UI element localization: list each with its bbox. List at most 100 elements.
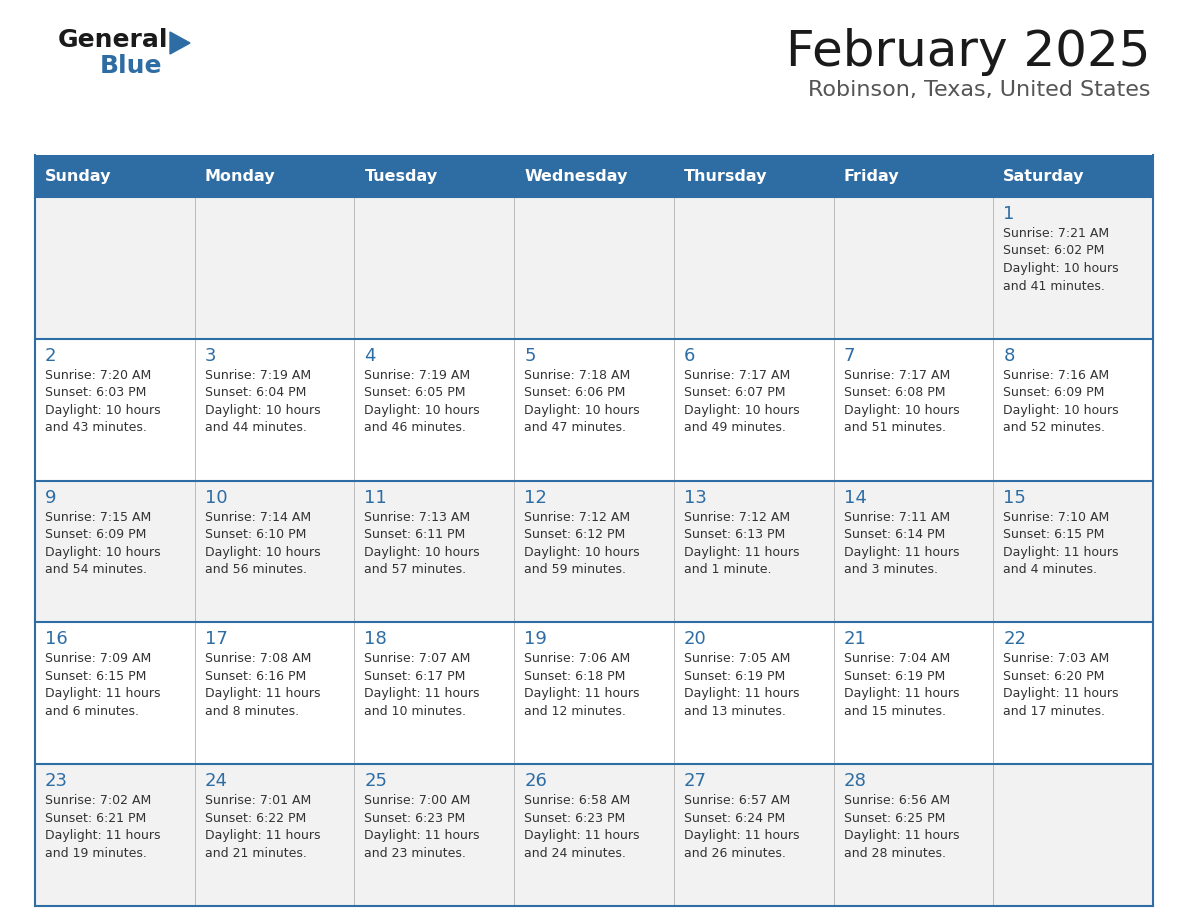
Text: Sunrise: 6:58 AM: Sunrise: 6:58 AM	[524, 794, 631, 807]
Text: 17: 17	[204, 631, 228, 648]
Text: 20: 20	[684, 631, 707, 648]
Text: 7: 7	[843, 347, 855, 364]
Text: Blue: Blue	[100, 54, 163, 78]
Text: Sunrise: 7:03 AM: Sunrise: 7:03 AM	[1004, 653, 1110, 666]
Text: and 46 minutes.: and 46 minutes.	[365, 421, 467, 434]
Text: General: General	[58, 28, 169, 52]
Text: 23: 23	[45, 772, 68, 790]
Text: Daylight: 11 hours: Daylight: 11 hours	[45, 829, 160, 842]
Text: 3: 3	[204, 347, 216, 364]
Bar	[674, 155, 834, 197]
Text: Sunrise: 7:13 AM: Sunrise: 7:13 AM	[365, 510, 470, 523]
Text: 26: 26	[524, 772, 546, 790]
Text: 15: 15	[1004, 488, 1026, 507]
Text: 5: 5	[524, 347, 536, 364]
Text: Daylight: 11 hours: Daylight: 11 hours	[843, 688, 959, 700]
Text: Daylight: 10 hours: Daylight: 10 hours	[1004, 404, 1119, 417]
Text: and 54 minutes.: and 54 minutes.	[45, 563, 147, 577]
Text: 1: 1	[1004, 205, 1015, 223]
Text: Sunrise: 7:04 AM: Sunrise: 7:04 AM	[843, 653, 950, 666]
Text: and 15 minutes.: and 15 minutes.	[843, 705, 946, 718]
Text: and 51 minutes.: and 51 minutes.	[843, 421, 946, 434]
Text: Sunrise: 6:57 AM: Sunrise: 6:57 AM	[684, 794, 790, 807]
Text: 2: 2	[45, 347, 57, 364]
Text: Sunset: 6:20 PM: Sunset: 6:20 PM	[1004, 670, 1105, 683]
Bar	[34, 622, 1154, 764]
Text: Daylight: 10 hours: Daylight: 10 hours	[204, 545, 321, 558]
Text: and 59 minutes.: and 59 minutes.	[524, 563, 626, 577]
Text: Sunset: 6:06 PM: Sunset: 6:06 PM	[524, 386, 626, 399]
Text: Sunrise: 7:18 AM: Sunrise: 7:18 AM	[524, 369, 631, 382]
Text: Sunset: 6:22 PM: Sunset: 6:22 PM	[204, 812, 307, 824]
Text: Sunset: 6:03 PM: Sunset: 6:03 PM	[45, 386, 146, 399]
Text: Sunset: 6:07 PM: Sunset: 6:07 PM	[684, 386, 785, 399]
Text: and 10 minutes.: and 10 minutes.	[365, 705, 467, 718]
Text: Sunrise: 7:10 AM: Sunrise: 7:10 AM	[1004, 510, 1110, 523]
Text: Sunset: 6:14 PM: Sunset: 6:14 PM	[843, 528, 944, 541]
Text: February 2025: February 2025	[785, 28, 1150, 76]
Text: Sunset: 6:02 PM: Sunset: 6:02 PM	[1004, 244, 1105, 258]
Text: and 56 minutes.: and 56 minutes.	[204, 563, 307, 577]
Text: Daylight: 11 hours: Daylight: 11 hours	[204, 688, 321, 700]
Text: and 26 minutes.: and 26 minutes.	[684, 846, 785, 859]
Text: Robinson, Texas, United States: Robinson, Texas, United States	[808, 80, 1150, 100]
Text: Wednesday: Wednesday	[524, 170, 627, 185]
Text: Sunrise: 6:56 AM: Sunrise: 6:56 AM	[843, 794, 949, 807]
Text: Daylight: 11 hours: Daylight: 11 hours	[365, 688, 480, 700]
Text: and 6 minutes.: and 6 minutes.	[45, 705, 139, 718]
Text: and 57 minutes.: and 57 minutes.	[365, 563, 467, 577]
Text: Sunset: 6:05 PM: Sunset: 6:05 PM	[365, 386, 466, 399]
Text: Daylight: 10 hours: Daylight: 10 hours	[45, 404, 160, 417]
Text: Sunset: 6:24 PM: Sunset: 6:24 PM	[684, 812, 785, 824]
Text: Monday: Monday	[204, 170, 276, 185]
Text: and 43 minutes.: and 43 minutes.	[45, 421, 147, 434]
Text: and 24 minutes.: and 24 minutes.	[524, 846, 626, 859]
Text: Sunrise: 7:09 AM: Sunrise: 7:09 AM	[45, 653, 151, 666]
Text: Daylight: 10 hours: Daylight: 10 hours	[365, 545, 480, 558]
Text: 24: 24	[204, 772, 228, 790]
Text: and 12 minutes.: and 12 minutes.	[524, 705, 626, 718]
Text: and 41 minutes.: and 41 minutes.	[1004, 279, 1105, 293]
Text: 8: 8	[1004, 347, 1015, 364]
Text: Sunrise: 7:12 AM: Sunrise: 7:12 AM	[524, 510, 631, 523]
Text: and 8 minutes.: and 8 minutes.	[204, 705, 299, 718]
Bar	[354, 155, 514, 197]
Text: and 4 minutes.: and 4 minutes.	[1004, 563, 1098, 577]
Text: 19: 19	[524, 631, 546, 648]
Text: Sunrise: 7:08 AM: Sunrise: 7:08 AM	[204, 653, 311, 666]
Text: Daylight: 11 hours: Daylight: 11 hours	[684, 829, 800, 842]
Text: 4: 4	[365, 347, 375, 364]
Text: 22: 22	[1004, 631, 1026, 648]
Text: Sunrise: 7:14 AM: Sunrise: 7:14 AM	[204, 510, 311, 523]
Polygon shape	[170, 32, 190, 54]
Text: Daylight: 10 hours: Daylight: 10 hours	[1004, 262, 1119, 275]
Text: and 47 minutes.: and 47 minutes.	[524, 421, 626, 434]
Text: Sunset: 6:10 PM: Sunset: 6:10 PM	[204, 528, 307, 541]
Text: Daylight: 11 hours: Daylight: 11 hours	[684, 688, 800, 700]
Text: Daylight: 10 hours: Daylight: 10 hours	[524, 404, 640, 417]
Text: Daylight: 10 hours: Daylight: 10 hours	[524, 545, 640, 558]
Text: Sunrise: 7:12 AM: Sunrise: 7:12 AM	[684, 510, 790, 523]
Text: 6: 6	[684, 347, 695, 364]
Text: and 17 minutes.: and 17 minutes.	[1004, 705, 1105, 718]
Text: Thursday: Thursday	[684, 170, 767, 185]
Text: Sunset: 6:19 PM: Sunset: 6:19 PM	[843, 670, 944, 683]
Bar	[514, 155, 674, 197]
Text: 16: 16	[45, 631, 68, 648]
Bar	[34, 155, 195, 197]
Text: 11: 11	[365, 488, 387, 507]
Text: Daylight: 11 hours: Daylight: 11 hours	[524, 688, 639, 700]
Text: Sunrise: 7:16 AM: Sunrise: 7:16 AM	[1004, 369, 1110, 382]
Text: Sunset: 6:13 PM: Sunset: 6:13 PM	[684, 528, 785, 541]
Text: Daylight: 11 hours: Daylight: 11 hours	[843, 829, 959, 842]
Text: Tuesday: Tuesday	[365, 170, 437, 185]
Text: 9: 9	[45, 488, 57, 507]
Text: Sunrise: 7:15 AM: Sunrise: 7:15 AM	[45, 510, 151, 523]
Text: Sunrise: 7:02 AM: Sunrise: 7:02 AM	[45, 794, 151, 807]
Bar	[34, 481, 1154, 622]
Text: 18: 18	[365, 631, 387, 648]
Text: Sunset: 6:15 PM: Sunset: 6:15 PM	[45, 670, 146, 683]
Text: Sunset: 6:09 PM: Sunset: 6:09 PM	[1004, 386, 1105, 399]
Text: and 52 minutes.: and 52 minutes.	[1004, 421, 1105, 434]
Bar	[34, 764, 1154, 906]
